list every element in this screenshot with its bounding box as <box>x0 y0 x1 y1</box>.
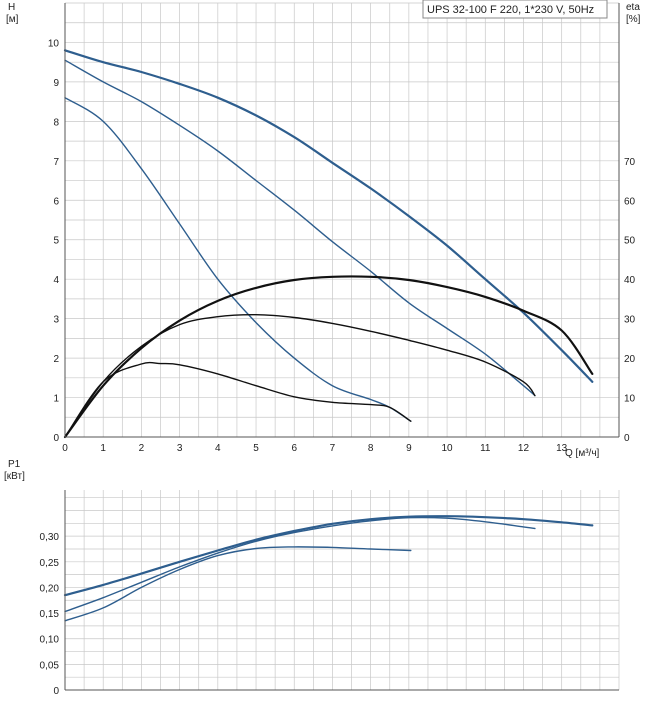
eta-tick-label: 60 <box>624 196 636 207</box>
x-tick-label: 5 <box>253 443 259 454</box>
head-axis-unit: [м] <box>6 14 19 25</box>
axis-layer: 0 1 2 3 4 5 6 7 8 9 10 11 12 130123456789100102030405… <box>40 3 636 697</box>
head-tick-label: 8 <box>53 117 59 128</box>
power-tick-label: 0,15 <box>40 609 60 620</box>
head-tick-label: 0 <box>53 433 59 444</box>
head-tick-label: 3 <box>53 315 59 326</box>
title-box <box>422 0 608 19</box>
eta-tick-label: 50 <box>624 236 636 247</box>
x-tick-label: 10 <box>442 443 454 454</box>
head-curve-1 <box>64 59 536 397</box>
eta-axis-unit: [%] <box>626 14 641 25</box>
head-tick-label: 5 <box>53 236 59 247</box>
efficiency-curve-4 <box>64 313 536 438</box>
eta-tick-label: 30 <box>624 315 636 326</box>
power-curve-2 <box>64 546 412 622</box>
series-layer <box>63 49 594 622</box>
eta-tick-label: 0 <box>624 433 630 444</box>
x-tick-label: 13 <box>556 443 568 454</box>
x-tick-label: 2 <box>139 443 145 454</box>
head-tick-label: 2 <box>53 354 59 365</box>
power-tick-label: 0,20 <box>40 583 60 594</box>
x-tick-label: 11 <box>480 443 491 454</box>
head-curve-2 <box>64 97 412 422</box>
head-curve-0 <box>63 49 594 383</box>
power-tick-label: 0,30 <box>40 532 60 543</box>
x-tick-label: 8 <box>368 443 374 454</box>
eta-tick-label: 10 <box>624 394 636 405</box>
x-tick-label: 7 <box>330 443 336 454</box>
x-tick-label: 6 <box>291 443 297 454</box>
eta-tick-label: 20 <box>624 354 636 365</box>
flow-axis-label: Q [м³/ч] <box>565 448 600 459</box>
power-curve-1 <box>64 516 536 613</box>
eta-tick-label: 70 <box>624 157 636 168</box>
power-tick-label: 0,10 <box>40 635 60 646</box>
head-axis-label: H <box>8 2 15 13</box>
efficiency-curve-3 <box>63 275 594 439</box>
head-tick-label: 1 <box>53 394 59 405</box>
x-tick-label: 12 <box>518 443 530 454</box>
head-tick-label: 6 <box>53 196 59 207</box>
eta-axis-label: eta <box>626 2 640 13</box>
x-tick-label: 0 <box>62 443 68 454</box>
efficiency-curve-5 <box>64 361 412 438</box>
power-tick-label: 0,25 <box>40 558 60 569</box>
x-tick-label: 9 <box>406 443 412 454</box>
x-tick-label: 3 <box>177 443 183 454</box>
x-tick-label: 1 <box>100 443 106 454</box>
head-tick-label: 7 <box>53 157 59 168</box>
head-tick-label: 4 <box>53 275 59 286</box>
x-tick-label: 4 <box>215 443 221 454</box>
eta-tick-label: 40 <box>624 275 636 286</box>
head-tick-label: 9 <box>53 78 59 89</box>
power-axis-unit: [кВт] <box>4 471 25 482</box>
power-tick-label: 0 <box>53 686 59 697</box>
power-curve-0 <box>63 515 594 597</box>
power-axis-label: P1 <box>8 459 21 470</box>
power-tick-label: 0,05 <box>40 660 60 671</box>
chart-title: UPS 32-100 F 220, 1*230 V, 50Hz <box>427 4 594 16</box>
head-tick-label: 10 <box>48 38 60 49</box>
